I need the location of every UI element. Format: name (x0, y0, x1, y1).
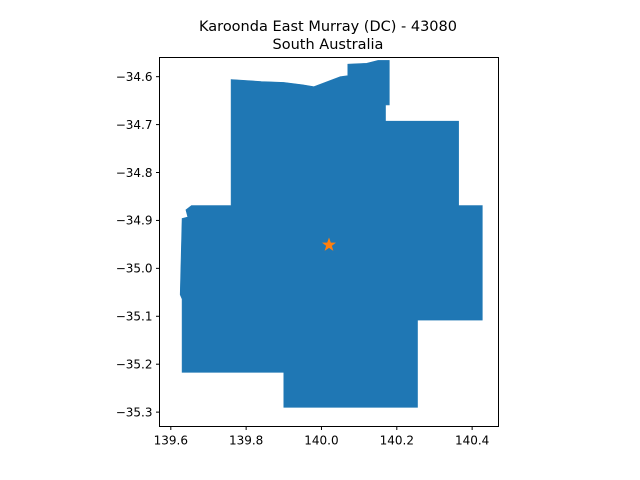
y-tick-label: −34.7 (116, 118, 153, 132)
x-tick-label: 140.2 (380, 434, 414, 448)
centroid-star-marker (321, 237, 337, 251)
y-tick-label: −35.2 (116, 358, 153, 372)
y-tick-label: −34.8 (116, 166, 153, 180)
x-tick-label: 139.6 (154, 434, 188, 448)
district-region (179, 60, 483, 408)
x-tick-label: 140.0 (304, 434, 338, 448)
y-tick-label: −35.0 (116, 262, 153, 276)
axis-ticks: 139.6 139.8 140.0 140.2 140.4 −34.6 −34.7 −34.8… (116, 70, 490, 448)
y-tick-label: −34.9 (116, 214, 153, 228)
chart-title-line-1: Karoonda East Murray (DC) - 43080 (199, 19, 457, 35)
y-tick-label: −35.3 (116, 405, 153, 419)
y-tick-label: −35.1 (116, 310, 153, 324)
axes-frame (159, 57, 499, 427)
y-tick-label: −34.6 (116, 70, 153, 84)
x-tick-label: 140.4 (455, 434, 489, 448)
plot-area (179, 60, 483, 408)
x-tick-label: 139.8 (229, 434, 263, 448)
chart-title-line-2: South Australia (273, 37, 384, 53)
